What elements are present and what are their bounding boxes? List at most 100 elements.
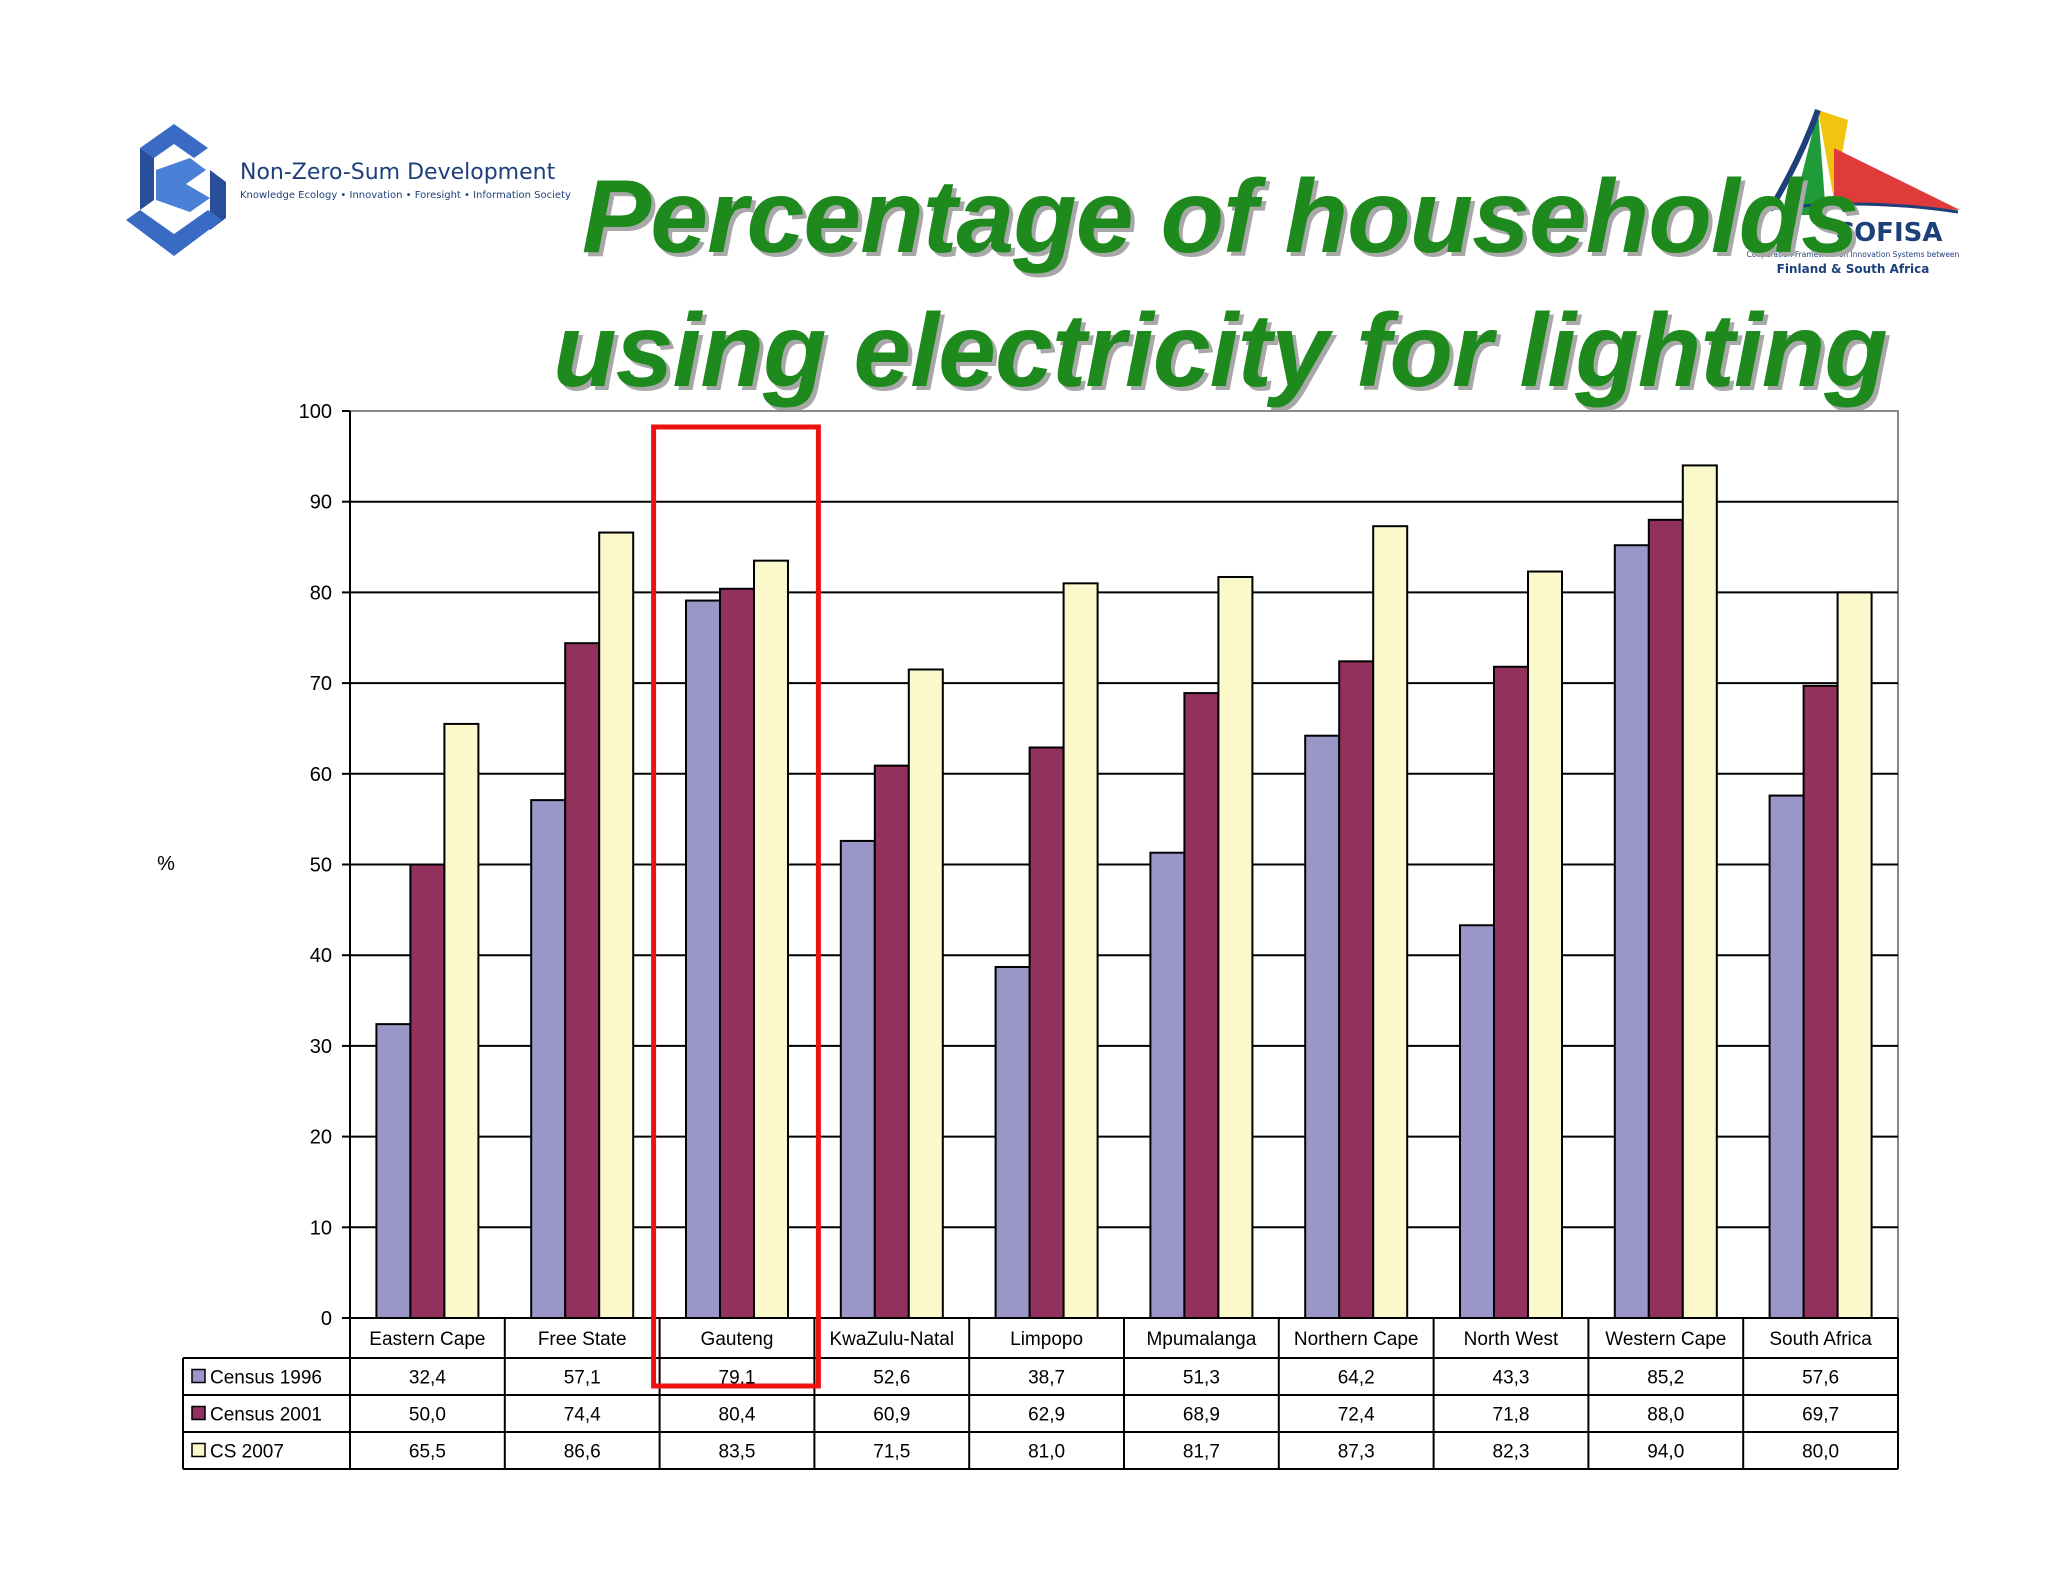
- bar-cs-2007-eastern-cape: [443, 722, 480, 1319]
- category-label-south-africa: South Africa: [1769, 1329, 1872, 1350]
- legend-label-census-2001: Census 2001: [210, 1405, 322, 1426]
- data-label-census-2001-northern-cape: 72,4: [1338, 1405, 1375, 1426]
- data-label-census-1996-northern-cape: 64,2: [1338, 1368, 1375, 1389]
- y-tick-label-40: 40: [310, 945, 332, 967]
- data-label-cs-2007-north-west: 82,3: [1493, 1442, 1530, 1463]
- logo-right-tagline: Cooperation Framework on Innovation Syst…: [1746, 250, 1960, 259]
- data-label-cs-2007-kwazulu-natal: 71,5: [873, 1442, 910, 1463]
- data-label-census-1996-south-africa: 57,6: [1802, 1368, 1839, 1389]
- data-label-cs-2007-mpumalanga: 81,7: [1183, 1442, 1220, 1463]
- bar-cs-2007-north-west: [1527, 570, 1563, 1319]
- y-tick-label-0: 0: [321, 1308, 332, 1330]
- slide-title: Percentage of households using electrici…: [440, 150, 2000, 418]
- bar-cs-2007-free-state: [598, 531, 635, 1319]
- bar-census-2001-free-state: [564, 642, 601, 1319]
- cofisa-sail-icon: [1749, 108, 1960, 215]
- bar-census-2001-limpopo: [1028, 746, 1065, 1319]
- bar-census-2001-gauteng: [719, 587, 755, 1319]
- non-zero-sum-logo: Non-Zero-Sum Development Knowledge Ecolo…: [126, 118, 571, 268]
- legend-swatch-cs-2007: [191, 1442, 206, 1458]
- data-label-census-2001-free-state: 74,4: [564, 1405, 601, 1426]
- category-label-limpopo: Limpopo: [1010, 1329, 1083, 1350]
- logo-left-tagline: Knowledge Ecology • Innovation • Foresig…: [240, 190, 571, 201]
- data-label-census-1996-gauteng: 79,1: [719, 1368, 756, 1389]
- data-label-census-1996-limpopo: 38,7: [1028, 1368, 1065, 1389]
- bar-cs-2007-mpumalanga: [1217, 575, 1254, 1319]
- bar-cs-2007-western-cape: [1681, 464, 1718, 1320]
- bar-cs-2007-south-africa: [1836, 591, 1873, 1319]
- bar-census-1996-north-west: [1459, 924, 1495, 1319]
- bar-census-1996-south-africa: [1768, 794, 1805, 1319]
- data-label-census-1996-western-cape: 85,2: [1647, 1368, 1684, 1389]
- data-label-census-2001-gauteng: 80,4: [719, 1405, 756, 1426]
- data-label-cs-2007-eastern-cape: 65,5: [409, 1442, 446, 1463]
- data-label-census-2001-western-cape: 88,0: [1647, 1405, 1684, 1426]
- cofisa-logo: COFISA Cooperation Framework on Innovati…: [1730, 100, 1970, 280]
- nzsd-emblem-icon: [126, 124, 226, 256]
- category-label-eastern-cape: Eastern Cape: [369, 1329, 485, 1350]
- data-label-cs-2007-gauteng: 83,5: [719, 1442, 756, 1463]
- data-label-census-1996-mpumalanga: 51,3: [1183, 1368, 1220, 1389]
- bar-census-2001-western-cape: [1647, 518, 1684, 1319]
- category-label-kwazulu-natal: KwaZulu-Natal: [829, 1329, 954, 1350]
- data-label-census-2001-north-west: 71,8: [1493, 1405, 1530, 1426]
- category-label-western-cape: Western Cape: [1605, 1329, 1726, 1350]
- bar-census-2001-mpumalanga: [1183, 692, 1220, 1319]
- bar-census-2001-eastern-cape: [409, 863, 446, 1319]
- legend-swatch-census-1996: [191, 1368, 206, 1384]
- bar-census-2001-northern-cape: [1338, 660, 1375, 1319]
- data-label-census-2001-eastern-cape: 50,0: [409, 1405, 446, 1426]
- data-label-census-2001-limpopo: 62,9: [1028, 1405, 1065, 1426]
- bar-census-1996-free-state: [530, 799, 567, 1319]
- bar-cs-2007-limpopo: [1062, 582, 1099, 1319]
- data-label-cs-2007-western-cape: 94,0: [1647, 1442, 1684, 1463]
- logo-right-tagline-2: Finland & South Africa: [1776, 262, 1930, 276]
- y-tick-label-50: 50: [310, 855, 332, 877]
- data-label-cs-2007-south-africa: 80,0: [1802, 1442, 1839, 1463]
- logo-left-name: Non-Zero-Sum Development: [240, 160, 556, 185]
- bar-census-1996-mpumalanga: [1149, 851, 1186, 1319]
- data-label-census-1996-eastern-cape: 32,4: [409, 1368, 446, 1389]
- category-label-north-west: North West: [1464, 1329, 1559, 1350]
- legend-label-cs-2007: CS 2007: [210, 1442, 284, 1463]
- y-tick-label-30: 30: [310, 1036, 332, 1058]
- category-label-mpumalanga: Mpumalanga: [1146, 1329, 1256, 1350]
- highlight-box-gauteng: [651, 424, 821, 1389]
- category-label-northern-cape: Northern Cape: [1294, 1329, 1419, 1350]
- data-label-cs-2007-limpopo: 81,0: [1028, 1442, 1065, 1463]
- logo-right-name: COFISA: [1835, 218, 1943, 248]
- slide-title-line-1: Percentage of households: [581, 159, 1859, 275]
- data-label-census-1996-free-state: 57,1: [564, 1368, 601, 1389]
- data-label-cs-2007-free-state: 86,6: [564, 1442, 601, 1463]
- bar-census-2001-north-west: [1493, 665, 1529, 1319]
- category-label-free-state: Free State: [538, 1329, 627, 1350]
- slide-title-line-2: using electricity for lighting: [553, 293, 1888, 409]
- y-tick-label-90: 90: [310, 492, 332, 514]
- category-label-gauteng: Gauteng: [701, 1329, 774, 1350]
- legend-label-census-1996: Census 1996: [210, 1368, 322, 1389]
- y-tick-label-100: 100: [299, 401, 332, 423]
- data-label-census-1996-north-west: 43,3: [1493, 1368, 1530, 1389]
- bar-census-1996-eastern-cape: [375, 1023, 412, 1319]
- bar-census-1996-gauteng: [685, 599, 721, 1319]
- data-label-census-1996-kwazulu-natal: 52,6: [873, 1368, 910, 1389]
- bar-census-2001-south-africa: [1802, 684, 1839, 1319]
- y-tick-label-60: 60: [310, 764, 332, 786]
- y-axis-label: %: [157, 853, 175, 875]
- bar-cs-2007-gauteng: [753, 559, 789, 1319]
- bar-census-1996-limpopo: [994, 965, 1031, 1320]
- bar-census-1996-western-cape: [1613, 544, 1650, 1319]
- bar-cs-2007-northern-cape: [1372, 525, 1409, 1319]
- y-tick-label-20: 20: [310, 1127, 332, 1149]
- y-tick-label-70: 70: [310, 673, 332, 695]
- legend-swatch-census-2001: [191, 1405, 206, 1421]
- bar-census-2001-kwazulu-natal: [873, 764, 910, 1319]
- data-label-census-2001-south-africa: 69,7: [1802, 1405, 1839, 1426]
- data-label-cs-2007-northern-cape: 87,3: [1338, 1442, 1375, 1463]
- y-tick-label-80: 80: [310, 582, 332, 604]
- data-label-census-2001-kwazulu-natal: 60,9: [873, 1405, 910, 1426]
- bar-census-1996-kwazulu-natal: [839, 839, 876, 1320]
- data-label-census-2001-mpumalanga: 68,9: [1183, 1405, 1220, 1426]
- bar-census-1996-northern-cape: [1304, 734, 1341, 1319]
